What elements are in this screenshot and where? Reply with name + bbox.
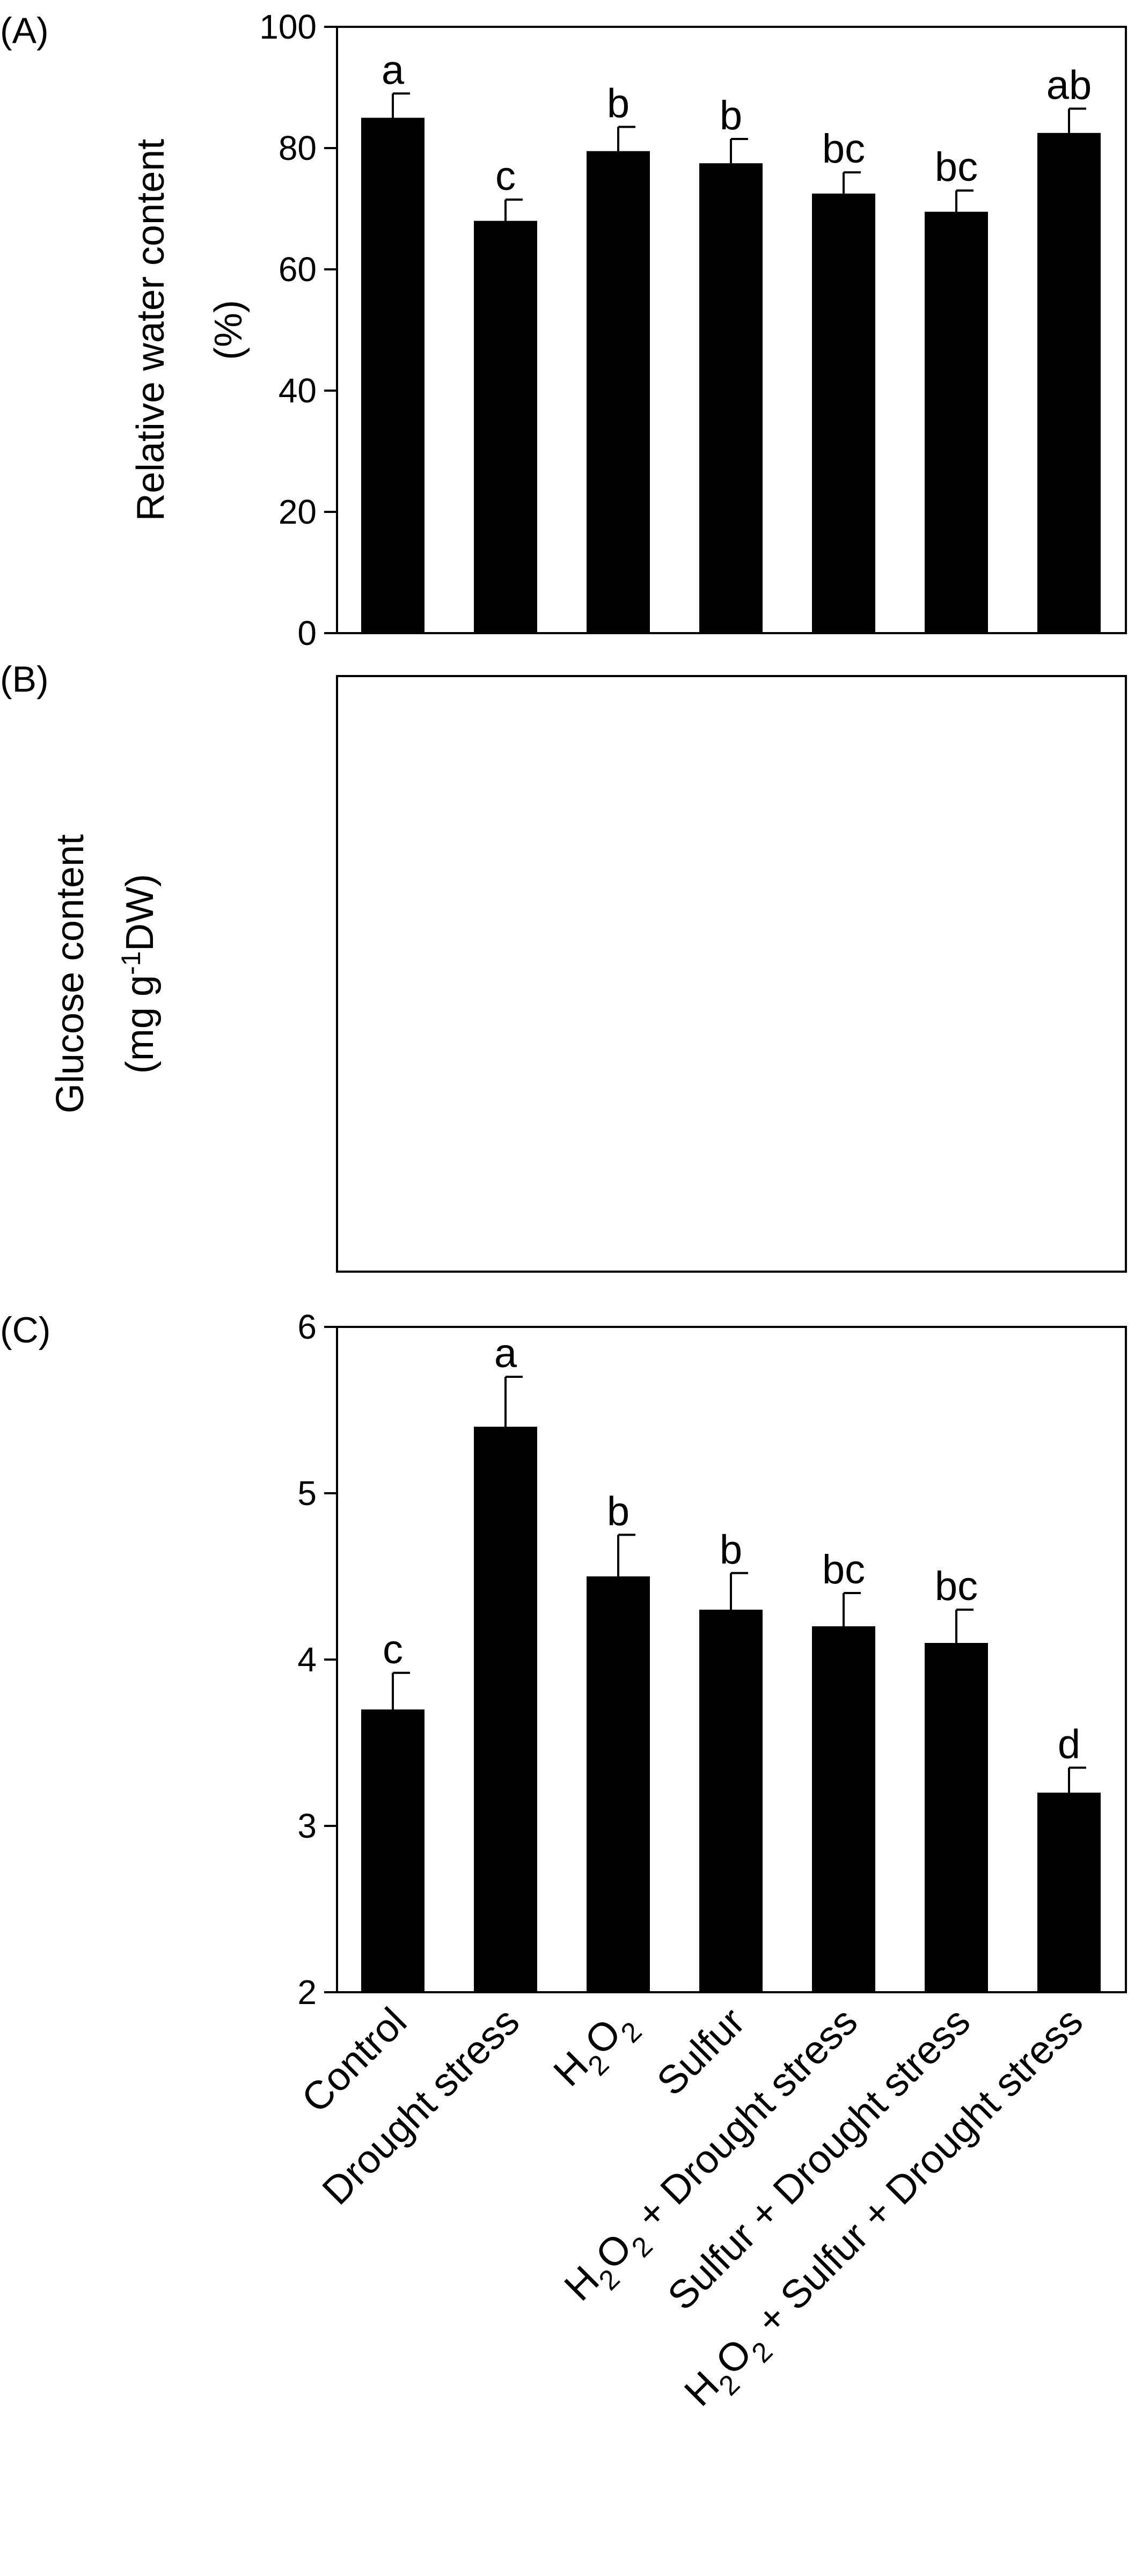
bar-series: c a b b bc bc d [361, 1331, 1101, 1992]
panel-a: (A) Relative water content (%) 0 20 40 60 80 1… [0, 8, 1127, 652]
significance-letter: b [720, 93, 742, 138]
significance-letter: c [495, 153, 516, 199]
significance-letter: bc [822, 1547, 865, 1592]
bar-series: a c b b bc bc ab [361, 47, 1101, 634]
y-tick-label: 5 [297, 1474, 317, 1513]
significance-letter: a [494, 1331, 517, 1376]
bar [474, 1427, 537, 1992]
y-tick-label: 60 [279, 250, 317, 289]
bar [1037, 133, 1101, 633]
significance-letter: b [720, 1527, 742, 1573]
bar [699, 163, 763, 633]
significance-letter: d [1058, 1722, 1080, 1767]
y-tick-label: 20 [279, 493, 317, 531]
bar [587, 151, 650, 633]
bar [474, 221, 537, 634]
bar [361, 1709, 424, 1992]
bar [812, 1626, 875, 1992]
panel-b: (B) Glucose content (mg g-1DW) 2 3 4 5 6 c a b b… [0, 659, 1127, 2012]
y-tick-label: 80 [279, 129, 317, 167]
y-tick-label: 3 [297, 1807, 317, 1845]
panel-c: (C) [0, 1310, 1127, 1993]
plot-frame [336, 1326, 1127, 1993]
y-tick-label: 6 [297, 1308, 317, 1346]
significance-letter: bc [935, 1564, 978, 1609]
panel-label: (A) [0, 10, 49, 51]
significance-letter: ab [1046, 63, 1092, 108]
y-axis-ticks: 2 3 4 5 6 [297, 1308, 337, 2012]
y-axis-title-line: (%) [207, 300, 250, 360]
y-tick-label: 4 [297, 1640, 317, 1679]
y-tick-label: 100 [259, 8, 317, 46]
bar [699, 1610, 763, 1992]
y-tick-label: 0 [297, 614, 317, 652]
significance-letter: bc [935, 144, 978, 190]
significance-letter: b [607, 80, 629, 126]
significance-letter: a [382, 47, 405, 93]
y-tick-label: 2 [297, 1973, 317, 2012]
y-axis-title-line: Glucose content [49, 834, 92, 1113]
y-tick-label: 40 [279, 371, 317, 410]
y-axis-title: Relative water content (%) [129, 139, 250, 521]
bar [812, 193, 875, 633]
y-axis-title-line: Relative water content [129, 139, 172, 521]
bar [925, 1643, 988, 1992]
panel-label: (B) [0, 659, 49, 700]
significance-letter: bc [822, 126, 865, 172]
bar [361, 118, 424, 633]
bar [587, 1576, 650, 1992]
y-axis-title-line: (mg g-1DW) [116, 874, 162, 1074]
y-axis-ticks: 0 20 40 60 80 100 [259, 8, 337, 652]
significance-letter: b [607, 1489, 629, 1535]
panel-label: (C) [0, 1310, 50, 1351]
y-axis-title: Glucose content (mg g-1DW) [49, 834, 162, 1113]
plot-frame [336, 675, 1127, 1273]
bar [925, 211, 988, 633]
bar [1037, 1793, 1101, 1992]
significance-letter: c [383, 1627, 403, 1672]
